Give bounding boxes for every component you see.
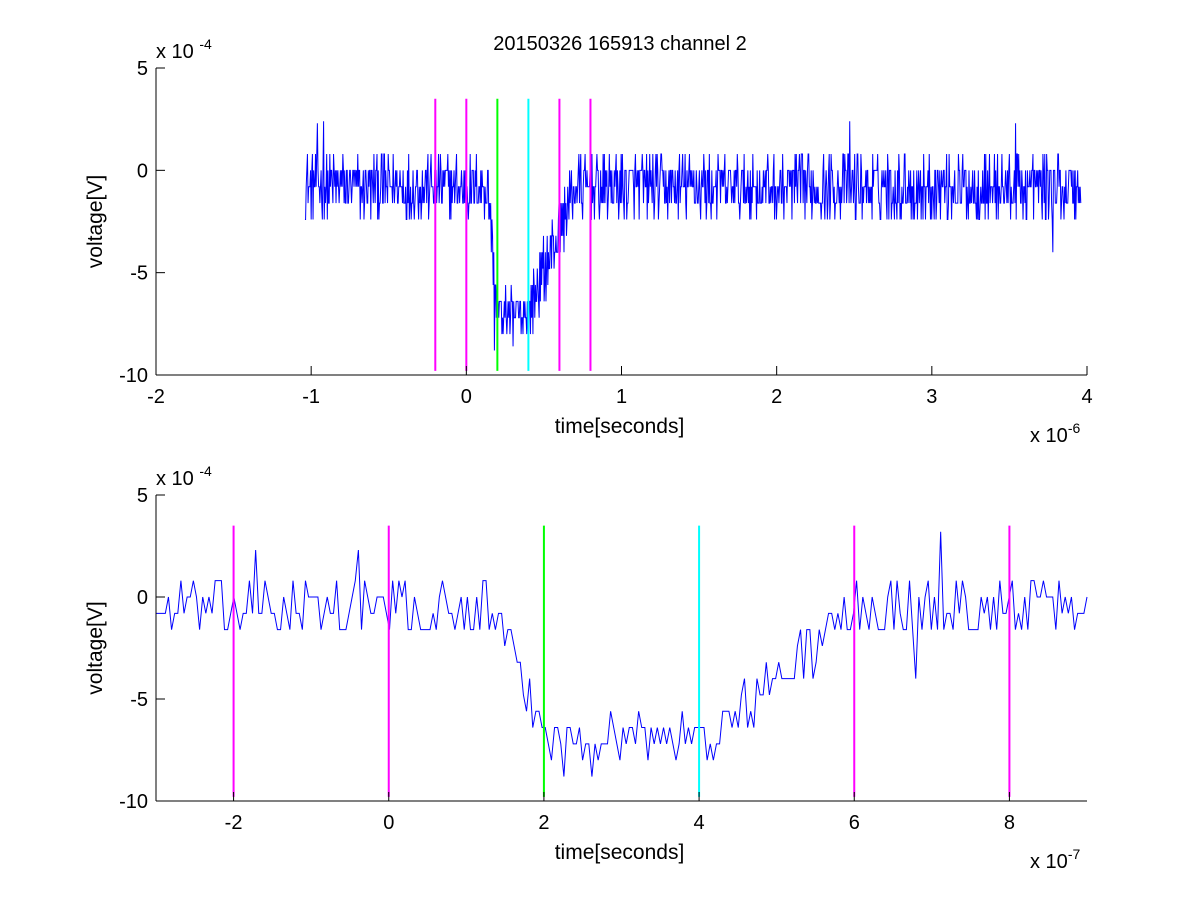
y-axis-label: voltage[V] [84, 175, 107, 268]
x-tick-label: -1 [302, 386, 320, 408]
x-tick-label: 2 [538, 812, 549, 834]
y-tick-label: 5 [137, 58, 148, 80]
x-tick-label: 3 [926, 386, 937, 408]
x-exponent-label: x 10-6 [1030, 420, 1080, 447]
x-tick-label: 8 [1004, 812, 1015, 834]
figure-title: 20150326 165913 channel 2 [493, 33, 747, 55]
x-axis-label: time[seconds] [555, 415, 685, 438]
y-exponent-label: x 10 -4 [156, 36, 212, 63]
x-tick-label: 2 [771, 386, 782, 408]
y-tick-label: 0 [137, 587, 148, 609]
x-tick-label: -2 [225, 812, 243, 834]
y-tick-label: -10 [119, 791, 148, 813]
x-tick-label: 0 [461, 386, 472, 408]
voltage-series-line [156, 531, 1088, 777]
bottom-plot: -2 0 2 4 6 8 5 0 -5 -10 x 10 -4 x 10-7 time[seconds]… [84, 463, 1088, 873]
y-tick-label: -5 [130, 263, 148, 285]
y-tick-label: 0 [137, 160, 148, 182]
x-tick-label: 6 [849, 812, 860, 834]
y-exponent-power: -4 [199, 463, 212, 479]
top-plot: -2 -1 0 1 2 3 450-5-10x 10 -4x 10-6time[second… [84, 36, 1093, 447]
x-axis-label: time[seconds] [555, 841, 685, 864]
x-exponent-label: x 10-7 [1030, 846, 1080, 873]
x-tick-label: 4 [694, 812, 705, 834]
y-axis-label: voltage[V] [84, 601, 107, 694]
voltage-series-line [304, 121, 1082, 351]
y-tick-label: -5 [130, 689, 148, 711]
x-exponent-power: -6 [1068, 420, 1081, 436]
x-tick-label: 0 [383, 812, 394, 834]
x-tick-label: 1 [616, 386, 627, 408]
x-tick-label: 4 [1081, 386, 1092, 408]
x-exponent-power: -7 [1068, 846, 1081, 862]
y-tick-label: 5 [137, 485, 148, 507]
y-exponent-power: -4 [199, 36, 212, 52]
y-tick-label: -10 [119, 365, 148, 387]
x-tick-label: -2 [147, 386, 165, 408]
y-exponent-label: x 10 -4 [156, 463, 212, 490]
